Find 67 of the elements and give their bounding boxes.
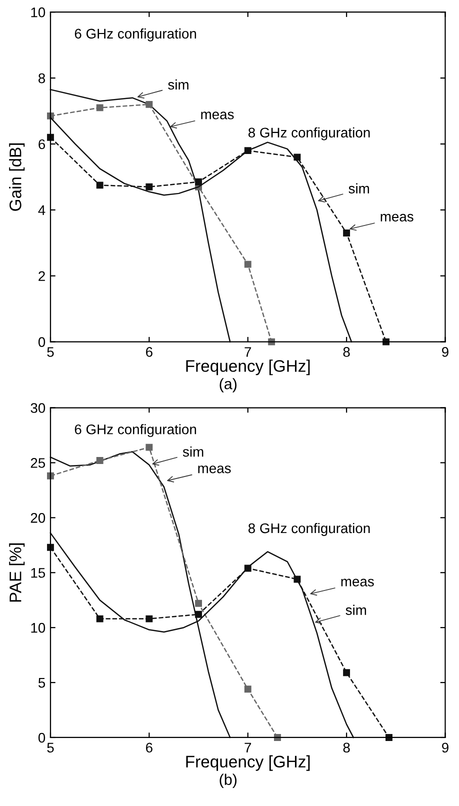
x-axis-title: Frequency [GHz] (186, 755, 310, 771)
annotation: sim (182, 446, 204, 457)
point (47, 472, 54, 480)
y-tick-label: 5 (38, 678, 46, 688)
point (268, 338, 276, 346)
y-axis-title: Gain [dB] (9, 143, 25, 211)
point (146, 444, 153, 451)
y-tick-label: 30 (30, 403, 46, 413)
y-tick-label: 10 (31, 7, 46, 18)
point (244, 564, 252, 572)
y-tick-label: 20 (30, 513, 46, 523)
y-tick-label: 2 (38, 271, 45, 281)
annotation: 6 GHz configuration (74, 28, 196, 42)
point (195, 600, 202, 607)
x-tick-label: 6 (146, 347, 152, 357)
annotation: meas (198, 466, 231, 474)
annotation: 8 GHz configuration (248, 522, 370, 536)
x-tick-label: 9 (442, 347, 448, 357)
point (96, 182, 104, 189)
y-tick-label: 4 (38, 205, 46, 215)
point (96, 104, 104, 112)
point (244, 260, 252, 268)
annotation: sim (348, 183, 369, 194)
x-tick-label: 7 (244, 742, 252, 752)
annotation: 6 GHz configuration (74, 424, 196, 438)
annotation: 8 GHz configuration (248, 127, 370, 140)
y-tick-label: 15 (31, 568, 46, 578)
point (96, 457, 104, 464)
point (386, 734, 392, 741)
y-tick-label: 0 (38, 732, 46, 743)
y-tick-label: 6 (38, 139, 46, 150)
point (244, 686, 252, 693)
annotation: sim (168, 79, 188, 90)
point (294, 576, 301, 583)
annotation: meas (341, 578, 374, 586)
point (47, 134, 54, 141)
annotation: sim (346, 604, 366, 615)
point (244, 147, 252, 154)
y-tick-label: 10 (31, 622, 46, 633)
x-tick-label: 6 (146, 742, 152, 753)
point (382, 338, 390, 346)
y-tick-label: 25 (30, 458, 46, 468)
point (96, 615, 104, 622)
point (294, 154, 301, 161)
annotation: meas (380, 214, 414, 222)
x-tick-label: 5 (47, 347, 54, 357)
point (47, 544, 54, 551)
y-tick-label: 8 (38, 73, 46, 84)
x-tick-label: 5 (47, 742, 54, 753)
x-tick-label: 9 (442, 742, 448, 753)
point (146, 100, 153, 108)
point (343, 230, 350, 236)
y-tick-label: 0 (38, 337, 46, 347)
point (195, 178, 202, 186)
x-tick-label: 8 (343, 742, 350, 753)
text: (b) (220, 774, 237, 788)
x-axis-title: Frequency [GHz] (186, 360, 310, 376)
x-tick-label: 8 (343, 347, 350, 357)
point (343, 669, 350, 676)
text: (a) (220, 378, 237, 392)
annotation: meas (201, 112, 234, 120)
point (146, 183, 153, 190)
point (195, 610, 202, 618)
y-axis-title: PAE [%] (9, 543, 25, 602)
x-tick-label: 7 (244, 347, 252, 357)
point (274, 734, 281, 741)
point (146, 615, 153, 622)
